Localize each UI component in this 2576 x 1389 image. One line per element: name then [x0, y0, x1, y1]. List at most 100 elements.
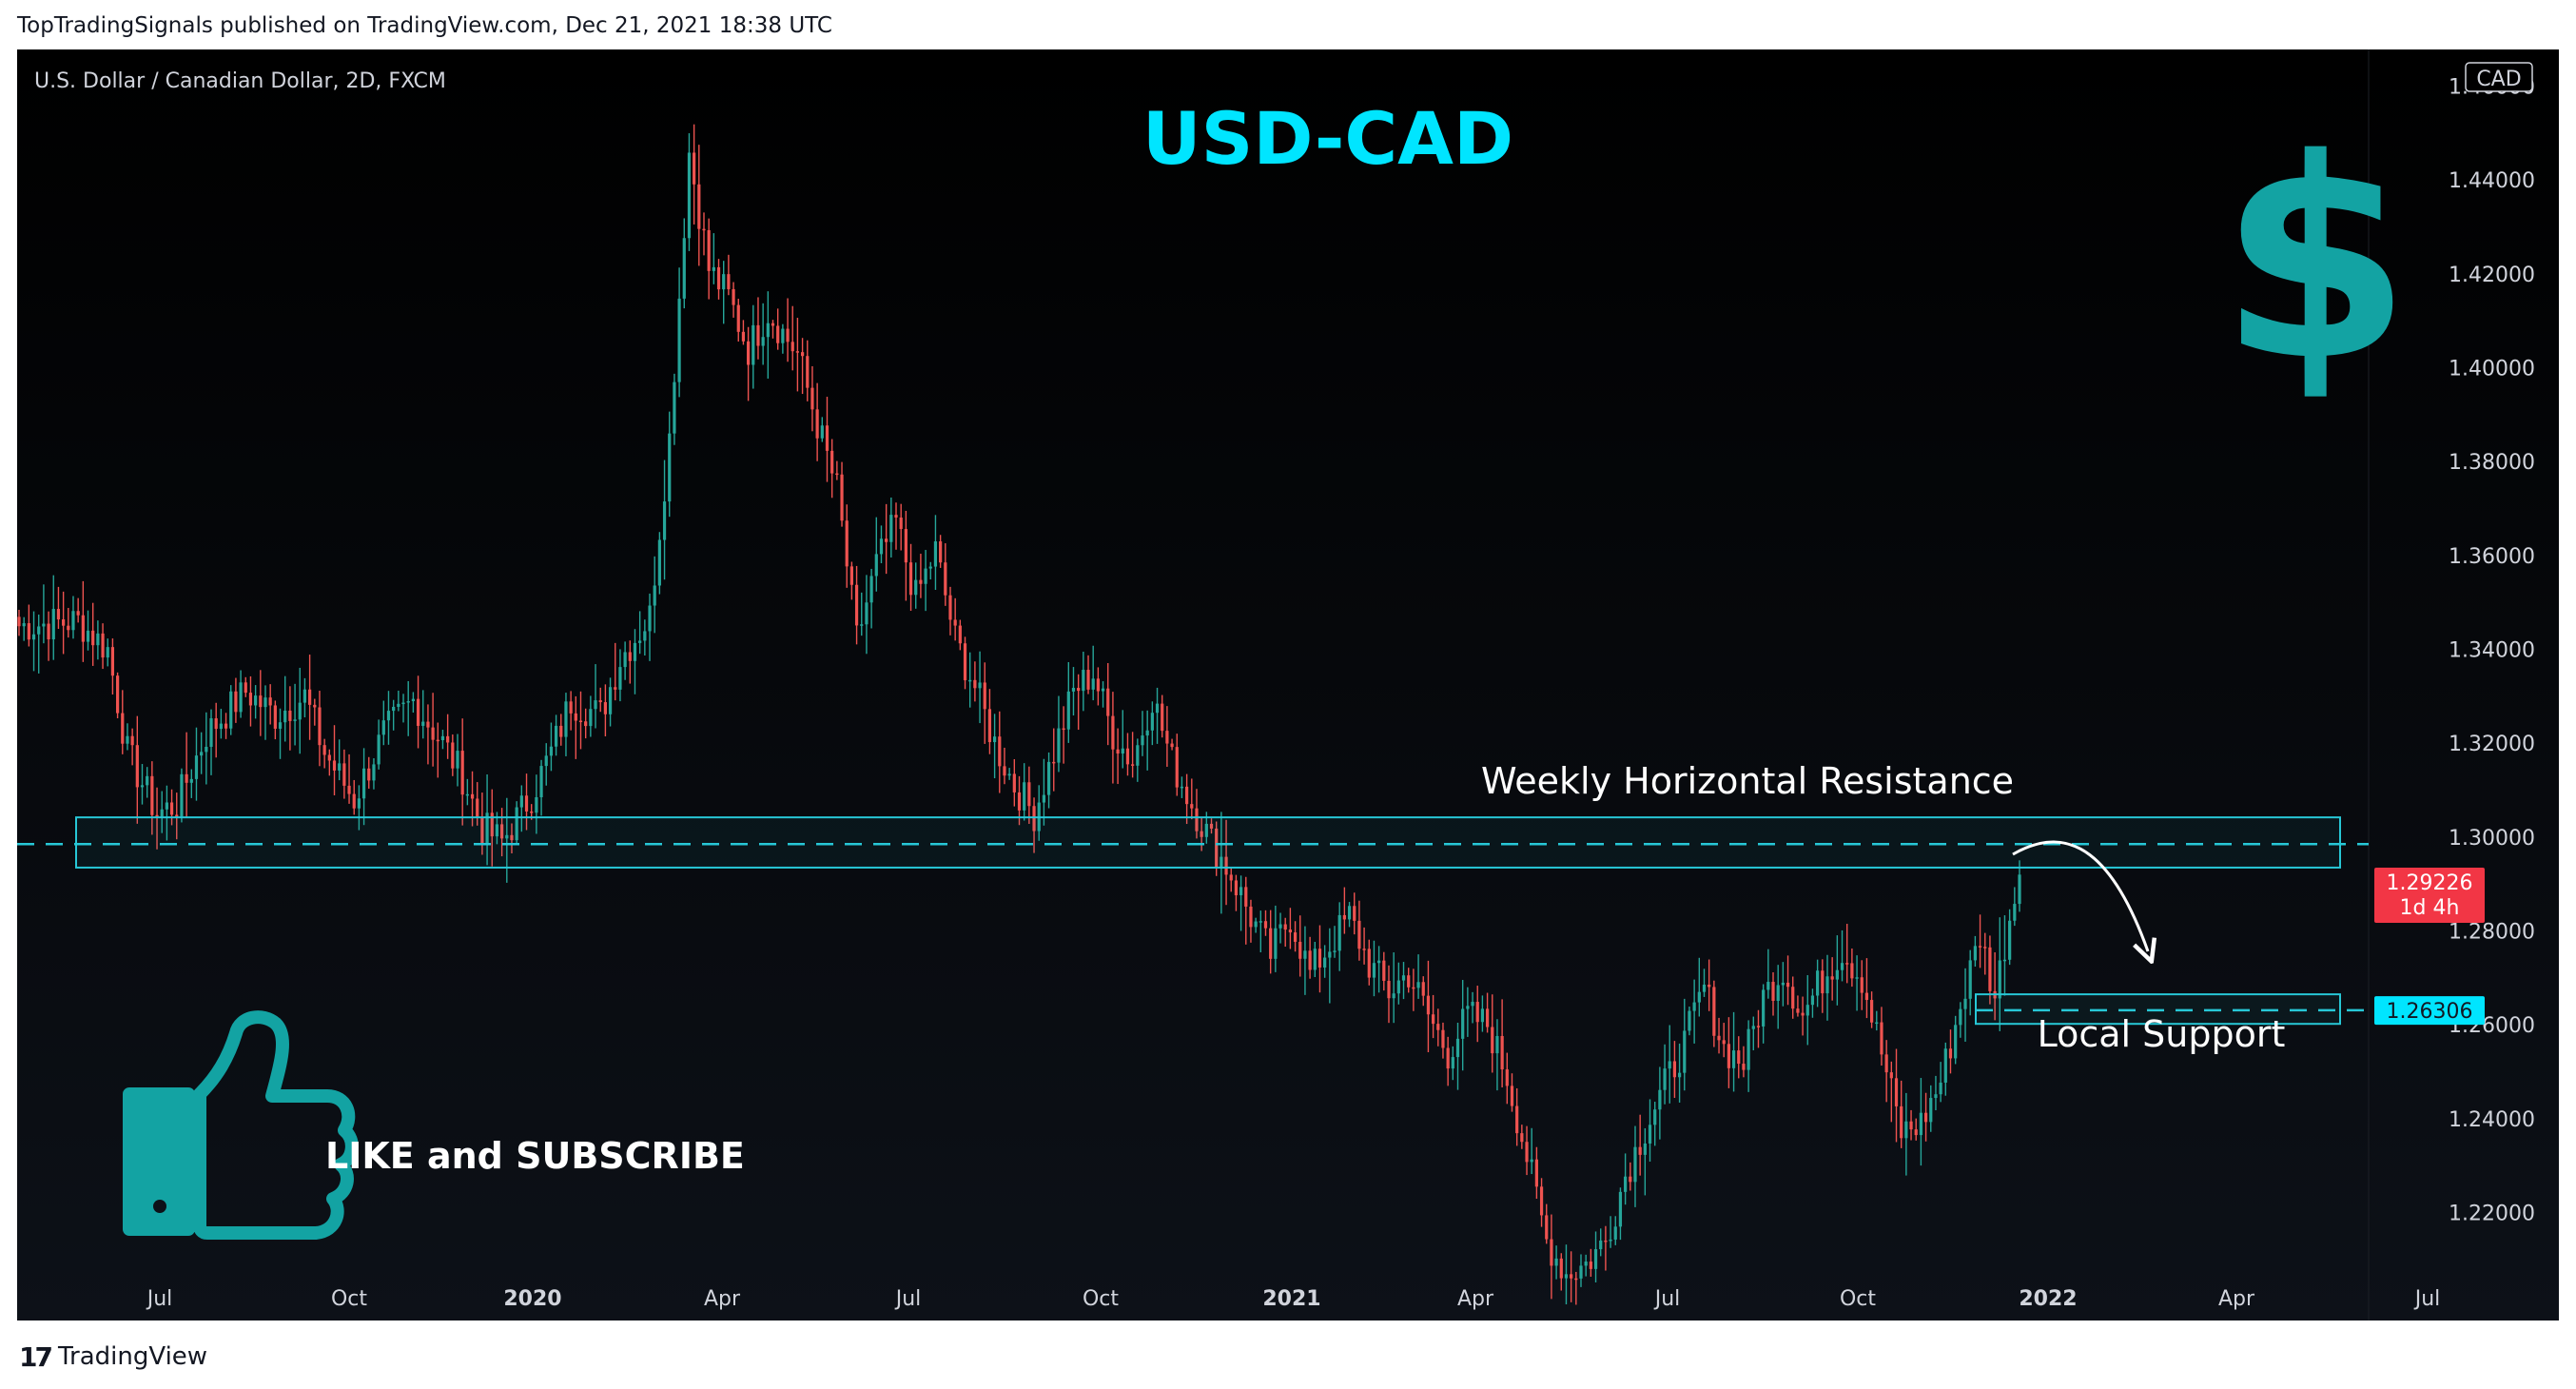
candle-body — [1455, 1038, 1460, 1058]
candle-body — [160, 809, 164, 817]
candle-body — [416, 698, 420, 726]
candle-body — [653, 585, 656, 606]
candle-body — [1668, 1061, 1671, 1069]
candle-body — [707, 229, 711, 271]
footer-logo[interactable]: 17 TradingView — [19, 1340, 207, 1374]
candle-body — [446, 735, 450, 743]
candle-body — [1066, 691, 1070, 730]
candle-body — [1683, 1030, 1687, 1073]
candle-body — [825, 425, 829, 451]
candle-body — [106, 647, 109, 658]
y-tick-label: 1.24000 — [2449, 1108, 2535, 1132]
candle-body — [766, 323, 770, 338]
candle-body — [1796, 1008, 1800, 1013]
candle-body — [268, 697, 272, 706]
candle-body — [761, 337, 765, 346]
y-tick-label: 1.44000 — [2449, 169, 2535, 193]
candle-body — [1466, 1006, 1470, 1009]
candle-body — [1864, 992, 1869, 1001]
candle-body — [1747, 1028, 1750, 1070]
chart-panel[interactable]: 1.460001.440001.420001.400001.380001.360… — [17, 49, 2559, 1321]
x-tick-label: Apr — [704, 1287, 741, 1311]
candle-body — [180, 773, 184, 817]
candle-body — [879, 538, 884, 555]
candle-body — [860, 624, 864, 626]
candle-body — [1727, 1044, 1730, 1068]
candle-body — [347, 785, 351, 794]
candle-body — [564, 701, 568, 737]
candle-body — [1708, 984, 1711, 988]
candle-body — [589, 709, 593, 727]
candle-body — [1170, 743, 1174, 748]
candle-body — [574, 713, 577, 721]
candle-body — [1677, 1072, 1682, 1078]
y-tick-label: 1.42000 — [2449, 264, 2535, 287]
candle-body — [1185, 786, 1189, 805]
candle-body — [1712, 987, 1716, 1036]
y-tick-label: 1.28000 — [2449, 921, 2535, 945]
x-tick-label: Jul — [2413, 1287, 2441, 1311]
candle-body — [756, 324, 760, 346]
candle-body — [1461, 1008, 1465, 1039]
resistance-zone-box — [75, 816, 2341, 869]
price-chart[interactable]: 1.460001.440001.420001.400001.380001.360… — [17, 49, 2559, 1321]
candle-body — [1278, 924, 1282, 929]
candle-body — [736, 304, 740, 332]
candle-body — [1742, 1064, 1746, 1070]
candle-body — [781, 328, 785, 343]
candle-body — [169, 802, 174, 815]
candle-body — [1372, 963, 1376, 978]
candle-body — [1082, 670, 1085, 692]
y-tick-label: 1.40000 — [2449, 358, 2535, 381]
candle-body — [1717, 1035, 1721, 1041]
candle-body — [1574, 1278, 1578, 1281]
candle-body — [1840, 963, 1844, 970]
candle-body — [1249, 906, 1253, 928]
candle-body — [17, 616, 21, 627]
candle-body — [1545, 1215, 1549, 1240]
candle-body — [244, 682, 247, 694]
candle-body — [1810, 995, 1815, 1006]
candle-body — [1239, 887, 1243, 896]
candle-body — [263, 697, 267, 708]
candle-body — [1559, 1258, 1563, 1279]
candle-body — [569, 701, 573, 714]
candle-body — [1027, 782, 1031, 807]
candle-body — [451, 742, 455, 769]
candle-body — [22, 623, 26, 627]
candle-body — [1943, 1048, 1947, 1083]
candle-body — [200, 752, 204, 756]
candle-body — [1200, 831, 1203, 837]
candle-body — [771, 323, 775, 326]
candle-body — [62, 619, 66, 626]
candle-body — [1471, 1002, 1474, 1007]
candle-body — [1845, 963, 1849, 965]
candle-body — [657, 539, 661, 586]
candle-body — [539, 766, 543, 798]
x-axis-labels: Jul Oct 2020 Apr Jul Oct 2021 Apr Jul Oct 2022 Apr J… — [146, 1287, 2441, 1311]
candle-body — [1900, 1105, 1903, 1139]
currency-badge — [2465, 62, 2533, 92]
candle-body — [426, 721, 430, 728]
candle-body — [367, 768, 371, 781]
candle-body — [372, 764, 376, 781]
candle-body — [96, 633, 100, 646]
candle-body — [1155, 703, 1160, 714]
x-tick-label: Jul — [1653, 1287, 1681, 1311]
candle-body — [643, 631, 647, 641]
x-tick-label: Jul — [894, 1287, 922, 1311]
candle-body — [820, 425, 824, 439]
resistance-label: Weekly Horizontal Resistance — [1481, 760, 2014, 802]
candle-body — [135, 745, 139, 788]
candle-body — [1520, 1133, 1524, 1143]
candle-body — [810, 387, 814, 410]
candle-body — [1904, 1121, 1908, 1139]
candle-body — [1407, 975, 1411, 988]
candle-body — [1801, 1012, 1805, 1016]
candle-body — [2008, 920, 2012, 960]
candle-body — [958, 625, 962, 644]
candle-body — [608, 687, 613, 714]
candle-body — [2013, 904, 2017, 921]
candle-body — [219, 723, 223, 730]
candle-body — [1436, 1024, 1440, 1030]
